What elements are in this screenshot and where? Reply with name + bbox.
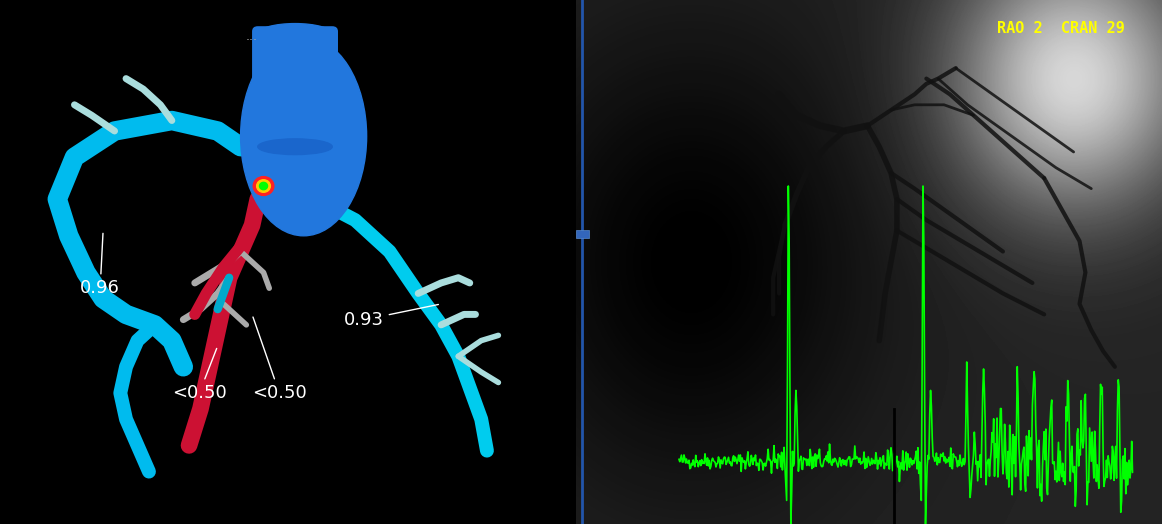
Text: 0.93: 0.93 [344,304,438,329]
FancyBboxPatch shape [252,26,338,152]
Circle shape [259,182,267,190]
FancyBboxPatch shape [576,230,589,238]
Ellipse shape [258,139,332,155]
Circle shape [253,177,274,195]
Text: ...: ... [246,30,258,43]
Text: 0.96: 0.96 [80,233,120,298]
Ellipse shape [241,37,367,236]
Ellipse shape [258,24,332,45]
Circle shape [257,180,271,192]
Text: <0.50: <0.50 [252,317,307,402]
Text: RAO 2  CRAN 29: RAO 2 CRAN 29 [997,21,1125,36]
Text: <0.50: <0.50 [172,348,227,402]
